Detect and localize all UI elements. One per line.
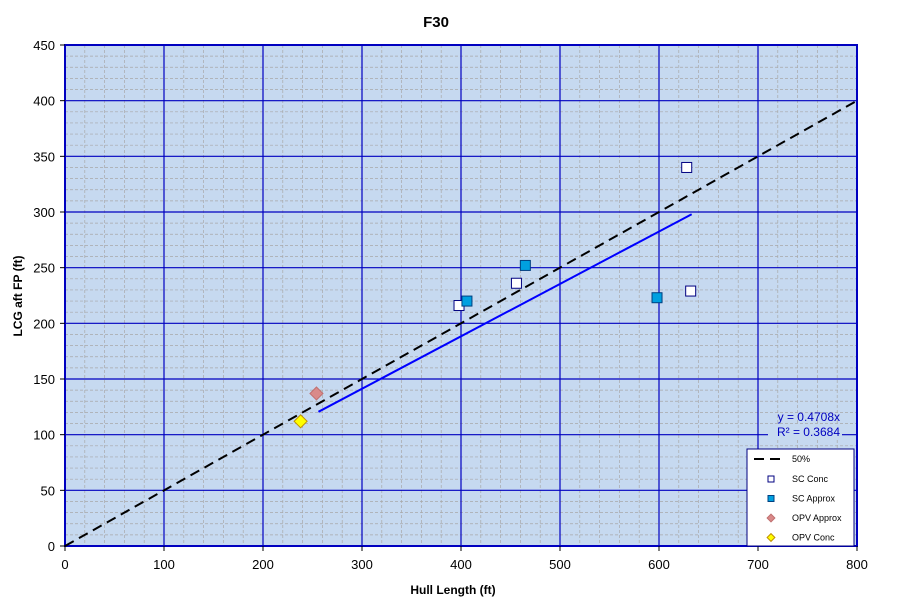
x-tick-label: 500: [549, 557, 571, 572]
point-opv-approx: [309, 386, 324, 401]
points: [293, 161, 697, 429]
legend-swatch-opv-approx: [766, 513, 776, 523]
trendline-r2: R² = 0.3684: [777, 425, 840, 439]
legend-label-sc-approx: SC Approx: [792, 494, 836, 504]
x-tick-label: 400: [450, 557, 472, 572]
point-sc-approx: [461, 295, 473, 307]
point-sc-approx: [519, 259, 531, 271]
x-tick-label: 0: [61, 557, 68, 572]
y-tick-label: 100: [33, 428, 55, 443]
x-tick-label: 600: [648, 557, 670, 572]
y-tick-label: 200: [33, 316, 55, 331]
y-tick-label: 150: [33, 372, 55, 387]
legend-label-opv-conc: OPV Conc: [792, 533, 835, 543]
axis-ticks: 0 100 200 300 400 500 600 700 800 0 50 100 150 200 250…: [33, 38, 868, 572]
y-tick-label: 50: [41, 483, 55, 498]
chart-title: F30: [423, 14, 449, 31]
x-tick-label: 200: [252, 557, 274, 572]
lines: [64, 99, 858, 547]
point-opv-conc: [293, 414, 308, 429]
x-tick-label: 800: [846, 557, 868, 572]
point-sc-conc: [510, 277, 522, 289]
x-axis-label: Hull Length (ft): [410, 583, 495, 597]
y-tick-label: 400: [33, 94, 55, 109]
x-tick-label: 100: [153, 557, 175, 572]
x-tick-label: 700: [747, 557, 769, 572]
r2-bg: [768, 424, 842, 438]
x-tick-label: 300: [351, 557, 373, 572]
y-tick-label: 450: [33, 38, 55, 53]
y-tick-label: 300: [33, 205, 55, 220]
legend: 50% SC Conc SC Approx OPV Approx OPV Conc: [746, 448, 855, 547]
trendline: [317, 213, 693, 413]
trendline-equation: y = 0.4708x: [778, 410, 840, 424]
point-sc-conc: [685, 285, 697, 297]
legend-label-sc-conc: SC Conc: [792, 474, 829, 484]
y-tick-label: 350: [33, 149, 55, 164]
legend-swatch-sc-conc: [767, 475, 775, 483]
point-sc-approx: [651, 292, 663, 304]
point-sc-conc: [681, 161, 693, 173]
legend-swatch-opv-conc: [766, 532, 776, 543]
y-axis-label: LCG aft FP (ft): [11, 255, 25, 336]
y-tick-label: 0: [48, 539, 55, 554]
legend-label-50pct: 50%: [792, 454, 810, 464]
y-tick-label: 250: [33, 261, 55, 276]
legend-swatch-sc-approx: [767, 495, 775, 502]
legend-label-opv-approx: OPV Approx: [792, 513, 842, 523]
reference-line-50pct: [64, 99, 858, 547]
